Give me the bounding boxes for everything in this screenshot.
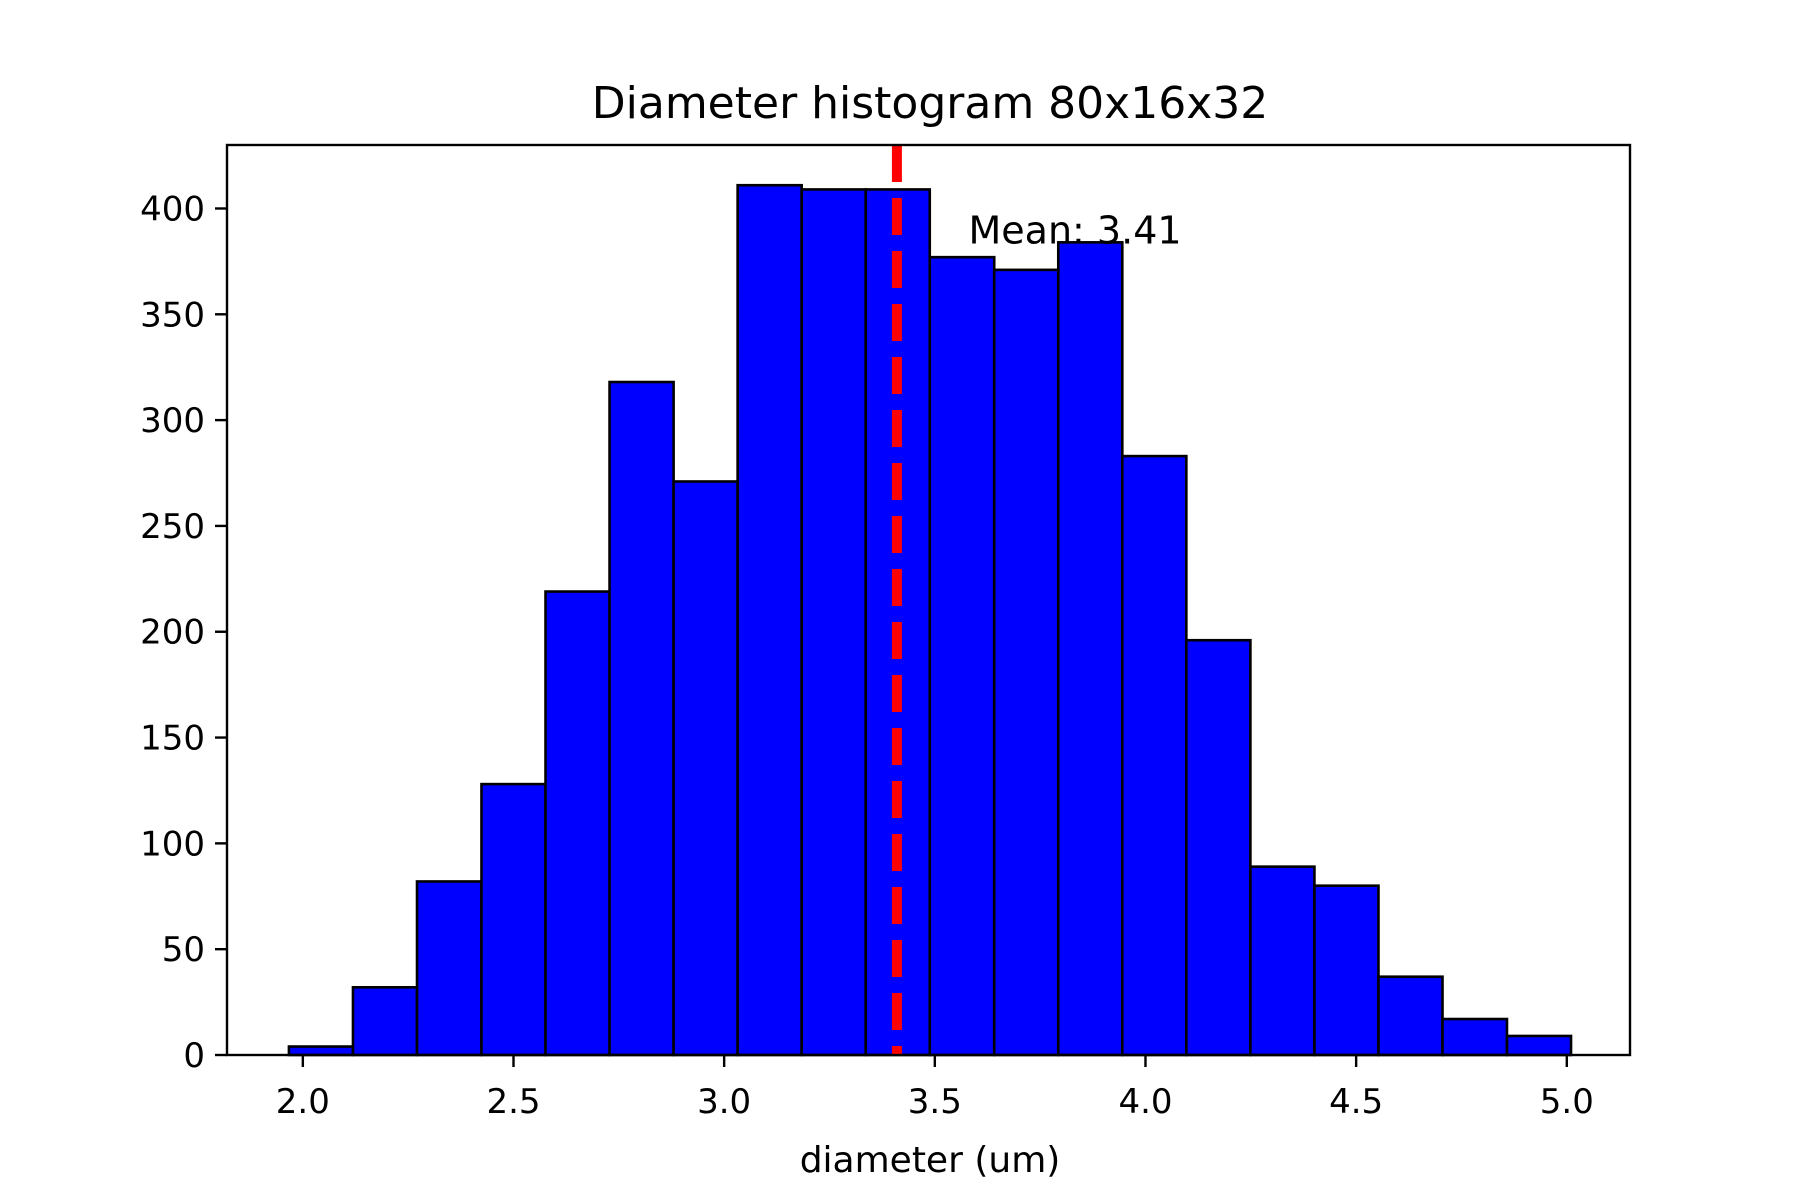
histogram-bar bbox=[544, 590, 611, 1057]
histogram-bar bbox=[1249, 865, 1316, 1057]
y-tick-label: 0 bbox=[183, 1036, 205, 1076]
histogram-bar bbox=[287, 1045, 355, 1057]
y-tick-label: 50 bbox=[162, 930, 205, 970]
chart-title: Diameter histogram 80x16x32 bbox=[592, 78, 1268, 129]
y-tick-label: 150 bbox=[140, 719, 205, 759]
y-tick-label: 250 bbox=[140, 507, 205, 547]
x-tick-label: 2.5 bbox=[486, 1082, 540, 1122]
y-axis-ticks: 0 50 100 150 200 250 300 350 400 bbox=[140, 189, 227, 1076]
x-axis-ticks: 2.0 2.5 3.0 3.5 4.0 4.5 5.0 bbox=[276, 1055, 1594, 1122]
x-tick-label: 2.0 bbox=[276, 1082, 330, 1122]
histogram-bar bbox=[672, 480, 739, 1057]
histogram-bar bbox=[1313, 884, 1380, 1057]
histogram-bar bbox=[1505, 1034, 1573, 1057]
histogram-bar bbox=[1377, 975, 1444, 1057]
histogram-bar bbox=[1056, 241, 1124, 1057]
y-tick-label: 200 bbox=[140, 613, 205, 653]
histogram-bar bbox=[1441, 1017, 1509, 1057]
x-tick-label: 5.0 bbox=[1540, 1082, 1594, 1122]
histogram-bar bbox=[928, 255, 996, 1057]
y-tick-label: 400 bbox=[140, 189, 205, 229]
x-tick-label: 4.5 bbox=[1329, 1082, 1383, 1122]
y-tick-label: 350 bbox=[140, 295, 205, 335]
histogram-bar bbox=[415, 880, 483, 1057]
histogram-bar bbox=[1121, 454, 1188, 1057]
plot-frame bbox=[225, 143, 1632, 1057]
mean-label: Mean: 3.41 bbox=[969, 209, 1182, 253]
histogram-bar bbox=[992, 268, 1060, 1057]
histogram-bar bbox=[736, 183, 803, 1057]
histogram-bar bbox=[800, 188, 868, 1057]
y-tick-label: 300 bbox=[140, 401, 205, 441]
x-axis-label: diameter (um) bbox=[800, 1140, 1061, 1181]
histogram-bar bbox=[1185, 638, 1252, 1057]
x-tick-label: 3.0 bbox=[697, 1082, 751, 1122]
histogram-bar bbox=[480, 782, 547, 1057]
histogram-bar bbox=[608, 380, 675, 1057]
histogram-bar bbox=[351, 985, 419, 1057]
x-tick-label: 3.5 bbox=[908, 1082, 962, 1122]
y-tick-label: 100 bbox=[140, 824, 205, 864]
x-tick-label: 4.0 bbox=[1118, 1082, 1172, 1122]
histogram-bars bbox=[287, 183, 1573, 1057]
